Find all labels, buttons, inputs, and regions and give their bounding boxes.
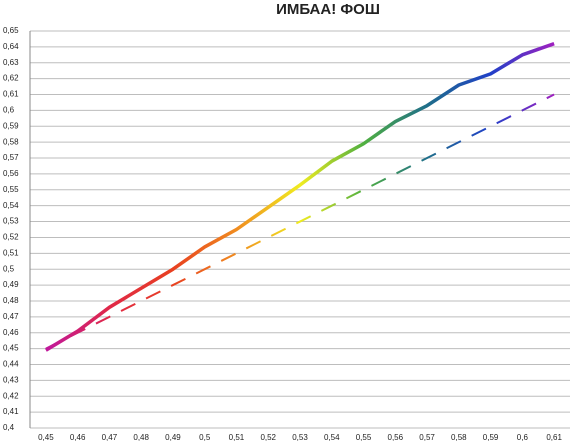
series-line xyxy=(45,93,555,350)
y-tick-label: 0,47 xyxy=(3,312,19,321)
x-tick-label: 0,49 xyxy=(165,433,181,442)
x-tick-label: 0,55 xyxy=(356,433,372,442)
y-tick-label: 0,63 xyxy=(3,58,19,67)
x-tick-label: 0,47 xyxy=(102,433,118,442)
y-tick-label: 0,45 xyxy=(3,344,19,353)
x-tick-label: 0,51 xyxy=(229,433,245,442)
y-tick-label: 0,43 xyxy=(3,375,19,384)
y-tick-label: 0,49 xyxy=(3,280,19,289)
y-tick-label: 0,62 xyxy=(3,74,19,83)
x-tick-label: 0,52 xyxy=(260,433,276,442)
y-tick-label: 0,53 xyxy=(3,217,19,226)
y-tick-label: 0,48 xyxy=(3,296,19,305)
y-tick-label: 0,4 xyxy=(3,423,15,432)
series-line xyxy=(44,42,555,352)
y-tick-label: 0,58 xyxy=(3,137,19,146)
y-tick-label: 0,54 xyxy=(3,201,19,210)
y-tick-label: 0,44 xyxy=(3,360,19,369)
y-tick-label: 0,57 xyxy=(3,153,19,162)
x-tick-label: 0,56 xyxy=(388,433,404,442)
y-tick-label: 0,56 xyxy=(3,169,19,178)
x-tick-label: 0,45 xyxy=(38,433,54,442)
y-tick-label: 0,52 xyxy=(3,233,19,242)
y-tick-label: 0,65 xyxy=(3,26,19,35)
x-tick-label: 0,58 xyxy=(451,433,467,442)
x-tick-label: 0,57 xyxy=(419,433,435,442)
y-tick-label: 0,55 xyxy=(3,185,19,194)
x-tick-label: 0,53 xyxy=(292,433,308,442)
y-tick-label: 0,61 xyxy=(3,90,19,99)
chart-title: ИМБАА! ФОШ xyxy=(276,1,380,18)
y-tick-label: 0,42 xyxy=(3,391,19,400)
x-tick-label: 0,54 xyxy=(324,433,340,442)
x-tick-label: 0,46 xyxy=(70,433,86,442)
y-tick-label: 0,46 xyxy=(3,328,19,337)
y-tick-label: 0,41 xyxy=(3,407,19,416)
y-tick-label: 0,51 xyxy=(3,248,19,257)
y-tick-label: 0,59 xyxy=(3,121,19,130)
y-tick-label: 0,6 xyxy=(3,106,15,115)
x-tick-label: 0,61 xyxy=(546,433,562,442)
x-tick-label: 0,48 xyxy=(133,433,149,442)
x-tick-label: 0,6 xyxy=(517,433,529,442)
y-tick-label: 0,5 xyxy=(3,264,15,273)
y-tick-label: 0,64 xyxy=(3,42,19,51)
x-tick-label: 0,59 xyxy=(483,433,499,442)
x-tick-label: 0,5 xyxy=(199,433,211,442)
